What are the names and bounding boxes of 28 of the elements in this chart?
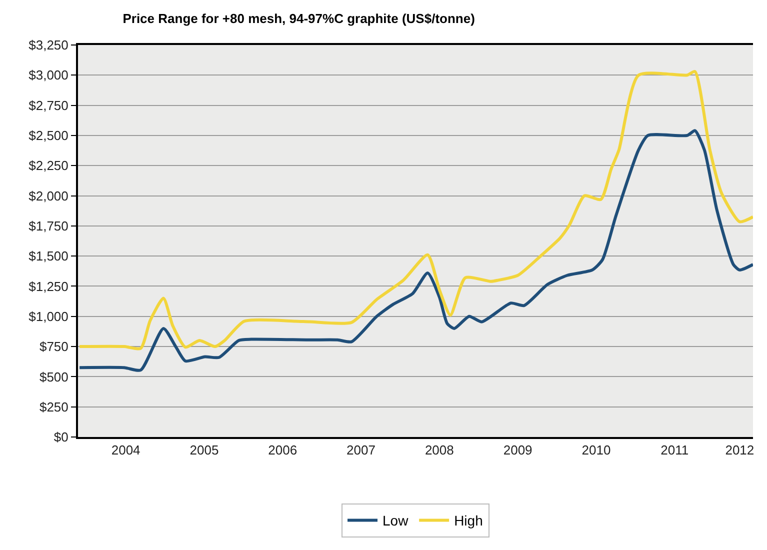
y-tick-label: $2,250 [28, 158, 68, 174]
x-tick-label: 2006 [268, 442, 298, 458]
y-tick-label: $1,000 [28, 308, 68, 324]
y-tick-label: $2,000 [28, 188, 68, 204]
x-tick-label: 2004 [111, 442, 140, 458]
x-tick-label: 2007 [346, 442, 376, 458]
y-tick-label: $2,750 [28, 98, 68, 113]
y-tick-label: $250 [39, 399, 68, 414]
legend-label: High [454, 512, 483, 529]
y-tick-label: $3,000 [28, 68, 68, 83]
chart-title: Price Range for +80 mesh, 94-97%C graphite (US$/tonne) [122, 10, 475, 26]
line-series [78, 129, 753, 372]
x-tick-label: 2005 [190, 442, 219, 458]
y-tick-label: $1,500 [28, 248, 68, 264]
y-tick-label: $2,500 [28, 128, 68, 144]
legend-label: Low [382, 512, 410, 529]
y-tick-label: $1,250 [28, 278, 68, 294]
y-tick-label: $0 [54, 430, 68, 445]
y-tick-label: $750 [39, 339, 68, 354]
y-tick-label: $3,250 [28, 38, 68, 53]
x-tick-label: 2010 [582, 442, 611, 458]
y-tick-label: $500 [39, 369, 68, 384]
x-tick-label: 2008 [424, 442, 454, 458]
x-tick-label: 2011 [660, 442, 689, 458]
line-series [78, 70, 753, 350]
y-tick-label: $1,750 [28, 218, 68, 234]
x-tick-label: 2009 [503, 442, 532, 458]
x-tick-label: 2012 [725, 442, 754, 458]
